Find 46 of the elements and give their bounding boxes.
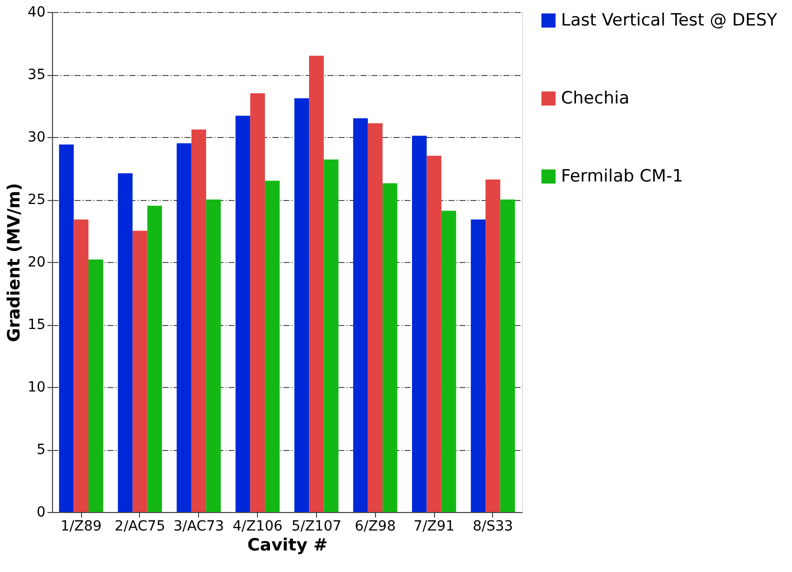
bar — [426, 156, 442, 512]
bar — [236, 116, 250, 512]
x-tick-label: 4/Z106 — [232, 518, 283, 534]
bar — [191, 130, 206, 512]
y-tick-label: 10 — [28, 380, 46, 396]
bar — [118, 173, 133, 512]
x-tick-label: 6/Z98 — [354, 518, 396, 534]
legend-label: Chechia — [561, 88, 630, 108]
bar — [324, 160, 338, 512]
bar — [74, 220, 88, 512]
bar — [500, 200, 515, 512]
y-tick-label: 20 — [28, 254, 46, 270]
y-tick-label: 30 — [28, 130, 46, 146]
bar — [176, 143, 192, 512]
bar — [382, 183, 398, 512]
bar — [294, 98, 310, 512]
x-tick-label: 2/AC75 — [114, 518, 166, 534]
bar — [353, 118, 368, 512]
y-axis-title: Gradient (MV/m) — [4, 182, 25, 342]
legend-label: Last Vertical Test @ DESY — [561, 10, 778, 30]
y-tick-label: 5 — [36, 442, 46, 458]
bar — [412, 136, 427, 512]
y-tick-label: 0 — [36, 504, 46, 520]
bar — [486, 180, 500, 512]
bar — [206, 200, 221, 512]
bar — [250, 93, 265, 512]
bar — [132, 230, 148, 512]
bar — [88, 260, 104, 512]
bar — [59, 144, 74, 512]
y-tick-label: 25 — [28, 192, 46, 208]
bar — [368, 123, 383, 512]
x-tick-label: 3/AC73 — [173, 518, 224, 534]
bar — [441, 210, 456, 512]
bar — [470, 220, 486, 512]
bar — [147, 206, 162, 512]
y-tick-label: 15 — [28, 317, 46, 333]
legend-label: Fermilab CM-1 — [561, 166, 684, 186]
x-tick-label: 5/Z107 — [291, 518, 342, 534]
x-axis-title: Cavity # — [247, 536, 328, 556]
x-tick-label: 7/Z91 — [414, 518, 455, 534]
y-tick-label: 35 — [28, 67, 46, 83]
x-tick-label: 8/S33 — [472, 518, 514, 534]
y-tick-label: 40 — [28, 4, 46, 20]
bar — [309, 56, 324, 512]
x-tick-label: 1/Z89 — [60, 518, 102, 534]
bar — [264, 180, 280, 512]
